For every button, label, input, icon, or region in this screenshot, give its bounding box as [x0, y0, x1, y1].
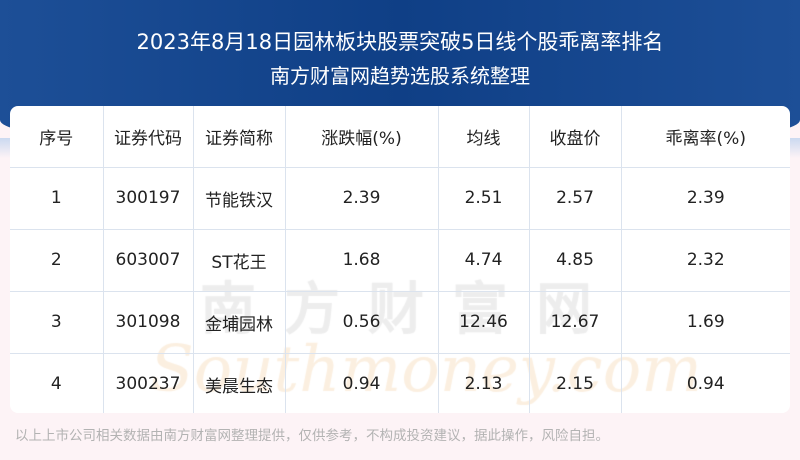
- table-row: 3 301098 金埔园林 0.56 12.46 12.67 1.69: [10, 291, 790, 354]
- column-header: 证券代码: [103, 106, 194, 168]
- table-cell: 0.56: [285, 291, 439, 354]
- table-cell: 0.94: [285, 353, 439, 413]
- table-card: 序号 证券代码 证券简称 涨跌幅(%) 均线 收盘价 乖离率(%) 1 300197 节能铁汉 2…: [10, 106, 790, 413]
- table-cell: 2.13: [438, 353, 530, 413]
- table-cell: 2: [10, 229, 104, 292]
- table-cell: 金埔园林: [193, 291, 286, 354]
- table-cell: 2.39: [621, 167, 790, 230]
- page-title: 2023年8月18日园林板块股票突破5日线个股乖离率排名: [136, 30, 664, 54]
- disclaimer: 以上上市公司相关数据由南方财富网整理提供，仅供参考，不构成投资建议，据此操作，风…: [15, 428, 609, 444]
- table-cell: 12.46: [438, 291, 530, 354]
- table-cell: 2.51: [438, 167, 530, 230]
- table-header-row: 序号 证券代码 证券简称 涨跌幅(%) 均线 收盘价 乖离率(%): [10, 106, 790, 168]
- table-cell: 603007: [103, 229, 194, 292]
- column-header: 证券简称: [193, 106, 286, 168]
- table-cell: 1: [10, 167, 104, 230]
- table-cell: 节能铁汉: [193, 167, 286, 230]
- column-header: 均线: [438, 106, 530, 168]
- table-cell: 4.74: [438, 229, 530, 292]
- table-cell: 0.94: [621, 353, 790, 413]
- table-row: 2 603007 ST花王 1.68 4.74 4.85 2.32: [10, 229, 790, 292]
- table-row: 4 300237 美晨生态 0.94 2.13 2.15 0.94: [10, 353, 790, 413]
- table-row: 1 300197 节能铁汉 2.39 2.51 2.57 2.39: [10, 167, 790, 230]
- page-subtitle: 南方财富网趋势选股系统整理: [270, 64, 530, 88]
- table-cell: 2.15: [529, 353, 622, 413]
- table-cell: 3: [10, 291, 104, 354]
- table-cell: 300237: [103, 353, 194, 413]
- column-header: 序号: [10, 106, 104, 168]
- table-cell: 301098: [103, 291, 194, 354]
- column-header: 乖离率(%): [621, 106, 790, 168]
- table-cell: ST花王: [193, 229, 286, 292]
- ranking-table: 序号 证券代码 证券简称 涨跌幅(%) 均线 收盘价 乖离率(%) 1 300197 节能铁汉 2…: [10, 106, 790, 413]
- table-cell: 300197: [103, 167, 194, 230]
- table-cell: 1.68: [285, 229, 439, 292]
- table-cell: 2.39: [285, 167, 439, 230]
- table-cell: 12.67: [529, 291, 622, 354]
- table-cell: 美晨生态: [193, 353, 286, 413]
- table-cell: 2.32: [621, 229, 790, 292]
- table-cell: 4: [10, 353, 104, 413]
- table-cell: 4.85: [529, 229, 622, 292]
- column-header: 收盘价: [529, 106, 622, 168]
- table-cell: 1.69: [621, 291, 790, 354]
- table-cell: 2.57: [529, 167, 622, 230]
- column-header: 涨跌幅(%): [285, 106, 439, 168]
